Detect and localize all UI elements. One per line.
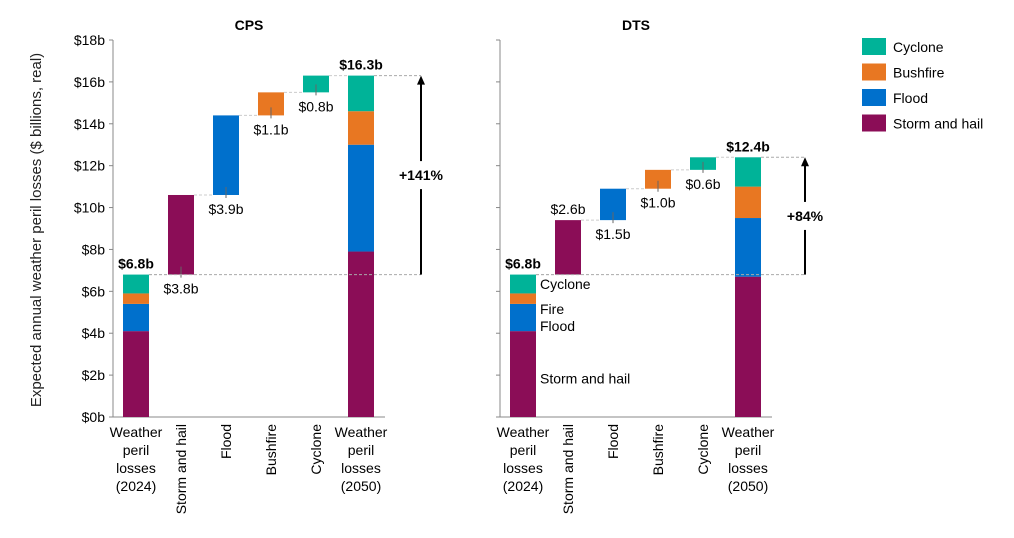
x-tick-label: peril — [510, 442, 536, 458]
y-tick-label: $4b — [82, 325, 106, 341]
chart-title: CPS — [235, 17, 264, 33]
start-bar-cyclone — [510, 274, 536, 294]
x-tick-label: losses — [728, 460, 768, 476]
x-tick-label: Bushfire — [650, 424, 666, 476]
end-bar-cyclone — [348, 75, 374, 112]
x-tick-label: Cyclone — [308, 424, 324, 475]
increment-label: $2.6b — [550, 201, 585, 217]
x-tick-label: (2024) — [116, 478, 156, 494]
start-total-label: $6.8b — [505, 256, 541, 272]
y-tick-label: $14b — [74, 116, 105, 132]
start-bar-storm — [510, 331, 536, 417]
change-arrow-head — [801, 157, 809, 167]
x-tick-label: Weather — [722, 424, 775, 440]
increment-bar-cyclone — [303, 75, 329, 93]
stack-annotation: Storm and hail — [540, 370, 630, 386]
change-label: +141% — [399, 167, 444, 183]
start-bar-storm — [123, 331, 149, 417]
increment-label: $3.9b — [208, 201, 243, 217]
legend-label: Storm and hail — [893, 116, 983, 132]
stack-annotation: Flood — [540, 318, 575, 334]
increment-label: $1.5b — [595, 226, 630, 242]
y-axis-label: Expected annual weather peril losses ($ … — [28, 53, 45, 407]
panel-dts: DTS $6.8b $12.4b $2.6b $1.5b $1.0b $0.6b +84% We… — [496, 17, 824, 514]
y-tick-label: $16b — [74, 74, 105, 90]
legend-swatch-cyclone — [862, 38, 886, 55]
x-tick-label: (2050) — [728, 478, 768, 494]
end-bar-cyclone — [735, 157, 761, 187]
change-label: +84% — [787, 208, 824, 224]
x-tick-label: losses — [503, 460, 543, 476]
panel-cps: CPS $0b $2b $4b $6b $8b $10b $12b $14b $16b $18b $6… — [74, 17, 444, 514]
end-bar-flood — [735, 218, 761, 277]
legend-label: Bushfire — [893, 65, 945, 81]
end-bar-flood — [348, 144, 374, 252]
y-tick-label: $8b — [82, 241, 106, 257]
x-tick-label: Flood — [218, 424, 234, 459]
legend-label: Cyclone — [893, 39, 944, 55]
legend-swatch-bushfire — [862, 63, 886, 81]
x-tick-label: Bushfire — [263, 424, 279, 476]
start-bar-bushfire — [510, 293, 536, 304]
x-tick-label: (2024) — [503, 478, 543, 494]
start-bar-flood — [510, 303, 536, 332]
legend-swatch-storm — [862, 114, 886, 132]
x-tick-label: losses — [341, 460, 381, 476]
x-tick-label: Weather — [110, 424, 163, 440]
y-tick-label: $6b — [82, 283, 106, 299]
x-tick-label: (2050) — [341, 478, 381, 494]
end-bar-bushfire — [348, 111, 374, 145]
end-bar-bushfire — [735, 186, 761, 219]
increment-bar-bushfire — [258, 92, 284, 116]
x-tick-label: peril — [348, 442, 374, 458]
legend: Cyclone Bushfire Flood Storm and hail — [862, 38, 983, 132]
end-bar-storm — [735, 276, 761, 417]
change-arrow-head — [417, 75, 425, 85]
increment-label: $3.8b — [163, 281, 198, 297]
increment-bar-bushfire — [645, 169, 671, 189]
increment-label: $0.6b — [685, 176, 720, 192]
y-tick-label: $18b — [74, 32, 105, 48]
end-total-label: $16.3b — [339, 57, 383, 73]
x-tick-label: Weather — [335, 424, 388, 440]
increment-label: $0.8b — [298, 98, 333, 114]
x-tick-label: Flood — [605, 424, 621, 459]
increment-label: $1.1b — [253, 121, 288, 137]
increment-bar-flood — [213, 115, 239, 195]
y-tick-label: $0b — [82, 409, 106, 425]
start-bar-flood — [123, 303, 149, 332]
legend-swatch-flood — [862, 89, 886, 106]
start-bar-cyclone — [123, 274, 149, 294]
y-tick-label: $2b — [82, 367, 106, 383]
increment-label: $1.0b — [640, 195, 675, 211]
x-tick-label: Cyclone — [695, 424, 711, 475]
chart-title: DTS — [622, 17, 650, 33]
x-tick-label: Storm and hail — [173, 424, 189, 514]
x-tick-label: peril — [735, 442, 761, 458]
stack-annotation: Cyclone — [540, 276, 591, 292]
x-tick-label: Weather — [497, 424, 550, 440]
increment-bar-storm — [168, 194, 194, 275]
y-tick-label: $10b — [74, 200, 105, 216]
increment-bar-storm — [555, 220, 581, 275]
x-tick-label: peril — [123, 442, 149, 458]
y-tick-label: $12b — [74, 158, 105, 174]
start-bar-bushfire — [123, 293, 149, 304]
start-total-label: $6.8b — [118, 256, 154, 272]
end-bar-storm — [348, 251, 374, 417]
x-tick-label: Storm and hail — [560, 424, 576, 514]
x-tick-label: losses — [116, 460, 156, 476]
stack-annotation: Fire — [540, 301, 564, 317]
legend-label: Flood — [893, 90, 928, 106]
end-total-label: $12.4b — [726, 138, 770, 154]
